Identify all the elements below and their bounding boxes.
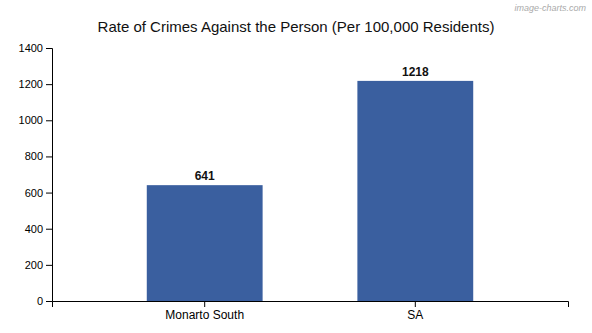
y-tick-mark xyxy=(46,84,52,85)
y-tick-mark xyxy=(46,120,52,121)
x-tick: SA xyxy=(407,301,423,322)
y-tick: 1200 xyxy=(19,78,52,90)
x-tick-mark xyxy=(415,301,416,307)
bar xyxy=(147,185,263,301)
y-tick-label: 1000 xyxy=(19,114,43,126)
y-tick-mark xyxy=(46,265,52,266)
x-tick-label: SA xyxy=(407,308,423,322)
data-label: 1218 xyxy=(402,65,429,79)
y-tick-mark xyxy=(46,156,52,157)
y-axis-line xyxy=(46,49,53,302)
chart-container: Rate of Crimes Against the Person (Per 1… xyxy=(0,0,592,333)
y-tick: 200 xyxy=(25,259,52,271)
y-tick-label: 600 xyxy=(25,187,43,199)
y-tick-label: 1400 xyxy=(19,42,43,54)
y-tick: 1000 xyxy=(19,114,52,126)
y-tick-mark xyxy=(46,229,52,230)
annotation: image-charts.com xyxy=(514,3,586,13)
plot-area: 0 200 400 600 800 1000 1200 1400 Monarto South SA… xyxy=(19,42,569,322)
x-axis-line xyxy=(53,302,569,308)
x-axis: Monarto South SA xyxy=(53,301,569,322)
y-tick: 1400 xyxy=(19,42,52,54)
y-tick-label: 200 xyxy=(25,259,43,271)
chart-svg: Rate of Crimes Against the Person (Per 1… xyxy=(0,0,592,333)
y-tick-label: 0 xyxy=(37,295,43,307)
y-axis: 0 200 400 600 800 1000 1200 1400 xyxy=(19,42,53,307)
x-tick-mark xyxy=(204,301,205,307)
y-tick: 0 xyxy=(37,295,52,307)
data-label: 641 xyxy=(195,169,215,183)
y-tick-mark xyxy=(46,48,52,49)
bar xyxy=(357,81,473,301)
y-tick: 600 xyxy=(25,187,52,199)
chart-title: Rate of Crimes Against the Person (Per 1… xyxy=(98,18,495,35)
bars xyxy=(147,81,473,301)
y-tick: 800 xyxy=(25,150,52,162)
y-tick: 400 xyxy=(25,223,52,235)
y-tick-label: 1200 xyxy=(19,78,43,90)
data-labels: 641 1218 xyxy=(195,65,429,183)
y-tick-label: 800 xyxy=(25,150,43,162)
x-tick-label: Monarto South xyxy=(165,308,244,322)
y-tick-mark xyxy=(46,301,52,302)
x-tick: Monarto South xyxy=(165,301,244,322)
y-tick-label: 400 xyxy=(25,223,43,235)
y-tick-mark xyxy=(46,193,52,194)
